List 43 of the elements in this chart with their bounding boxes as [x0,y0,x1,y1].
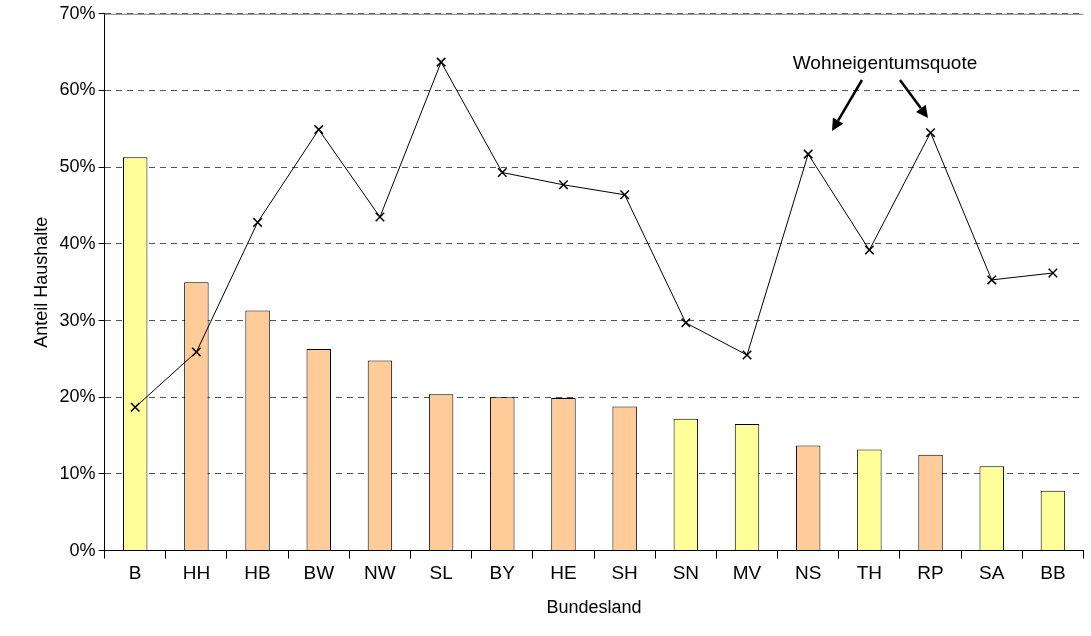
x-tick-label: B [128,562,142,584]
x-tick-label: SL [429,562,453,584]
x-tick-label: TH [856,562,883,584]
point [558,179,569,190]
point [191,346,202,357]
point [742,350,753,361]
x-tick-label: BB [1040,562,1066,584]
x-tick-label: HH [182,562,211,584]
x-tick-label: NW [364,562,396,584]
y-tick-label: 0% [69,539,96,560]
x-tick-label: NS [794,562,822,584]
x-tick-label: HE [550,562,577,584]
point [130,402,141,413]
y-tick-label: 60% [59,79,96,100]
y-tick-label: 30% [59,309,96,330]
x-tick-label: SH [611,562,638,584]
x-tick-label: BY [489,562,516,584]
x-axis-title: Bundesland [546,597,642,618]
annotation: Wohneigentumsquote [792,52,978,74]
y-tick-label: 50% [59,156,96,177]
y-tick-label: 10% [59,462,96,483]
x-tick-label: SA [979,562,1005,584]
y-tick-label: 20% [59,386,96,407]
point [925,127,936,138]
y-axis-title: Anteil Haushalte [30,216,51,348]
point [1047,268,1058,278]
point [864,245,875,255]
y-tick-label: 70% [59,2,96,23]
point [313,124,324,135]
x-tick-label: SN [672,562,700,584]
point [374,212,385,223]
y-tick-label: 40% [59,232,96,253]
point [619,189,630,200]
x-tick-label: BW [303,562,335,584]
x-tick-label: RP [917,562,944,584]
point [986,274,997,285]
point [436,57,447,68]
point [252,217,263,228]
point [803,149,814,160]
point [497,167,508,178]
point [680,317,691,328]
x-tick-label: MV [732,562,762,584]
x-tick-label: HB [244,562,271,584]
